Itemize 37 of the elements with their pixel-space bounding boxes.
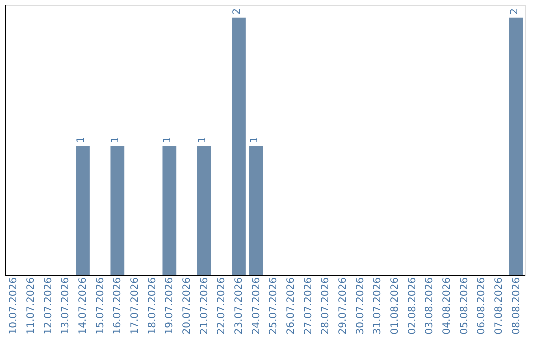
- x-tick-label: 11.07.2026: [26, 278, 37, 335]
- x-tick-label: 08.08.2026: [511, 278, 522, 335]
- x-tick-label: 12.07.2026: [43, 278, 54, 335]
- x-tick-label: 03.08.2026: [424, 278, 436, 335]
- x-tick-label: 23.07.2026: [234, 278, 245, 335]
- x-tick-label: 29.07.2026: [338, 278, 349, 335]
- x-tick-label: 02.08.2026: [407, 278, 418, 335]
- x-tick-label: 15.07.2026: [95, 278, 106, 335]
- x-tick-label: 17.07.2026: [130, 278, 141, 335]
- x-tick-label: 05.08.2026: [459, 278, 470, 335]
- x-tick-label: 28.07.2026: [320, 278, 332, 335]
- x-tick-label: 31.07.2026: [372, 278, 384, 335]
- x-tick-label: 06.08.2026: [476, 278, 488, 335]
- data-label: 1: [249, 137, 260, 144]
- x-tick-label: 10.07.2026: [8, 278, 20, 335]
- data-label: 1: [197, 137, 208, 144]
- data-label: 1: [162, 137, 174, 144]
- x-tick-label: 20.07.2026: [182, 278, 193, 335]
- x-tick-label: 18.07.2026: [147, 278, 158, 335]
- x-tick-label: 13.07.2026: [60, 278, 72, 335]
- x-tick-label: 14.07.2026: [78, 278, 89, 335]
- x-tick-label: 30.07.2026: [355, 278, 366, 335]
- x-tick-label: 22.07.2026: [216, 278, 228, 335]
- x-tick-label: 07.08.2026: [494, 278, 505, 335]
- x-tick-label: 01.08.2026: [390, 278, 401, 335]
- data-label: 2: [509, 8, 520, 15]
- data-label: 1: [110, 137, 122, 144]
- x-tick-label: 19.07.2026: [164, 278, 176, 335]
- x-tick-label: 24.07.2026: [251, 278, 262, 335]
- x-tick-label: 16.07.2026: [112, 278, 124, 335]
- data-label: 2: [232, 8, 243, 15]
- x-tick-label: 27.07.2026: [303, 278, 314, 335]
- x-tick-label: 26.07.2026: [286, 278, 297, 335]
- x-tick-label: 04.08.2026: [442, 278, 453, 335]
- x-tick-label: 21.07.2026: [199, 278, 210, 335]
- data-label: 1: [76, 137, 87, 144]
- x-tick-label: 25.07.2026: [268, 278, 280, 335]
